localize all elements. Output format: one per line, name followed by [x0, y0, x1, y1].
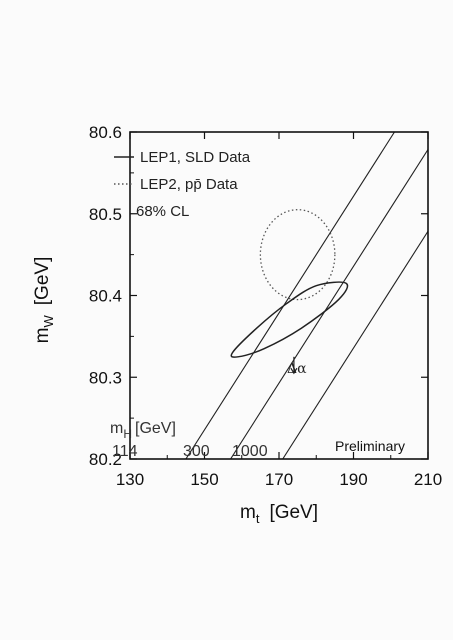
- y-tick-label: 80.2: [89, 450, 122, 469]
- delta-alpha-arrow-head: [290, 367, 298, 375]
- x-axis-label-sub: t: [256, 511, 260, 526]
- higgs-mass-line-114: [185, 132, 395, 459]
- legend-label-lep2: LEP2, pp̄ Data: [140, 176, 238, 193]
- x-axis-label-unit: [GeV]: [269, 502, 318, 523]
- preliminary-label: Preliminary: [335, 438, 405, 454]
- lep2-contour: [259, 209, 336, 301]
- higgs-label-sub: H: [123, 427, 132, 441]
- y-axis-label-main: m: [32, 328, 53, 344]
- y-tick-label: 80.6: [89, 123, 122, 142]
- higgs-mass-label: mH [GeV]: [110, 420, 176, 441]
- x-tick-label: 170: [265, 470, 293, 489]
- x-axis-label: mt [GeV]: [240, 502, 318, 526]
- x-tick-label: 150: [190, 470, 218, 489]
- x-axis-label-main: m: [240, 502, 256, 523]
- y-tick-label: 80.5: [89, 205, 122, 224]
- y-axis-label-unit: [GeV]: [32, 257, 53, 306]
- y-tick-label: 80.3: [89, 368, 122, 387]
- higgs-mass-line-1000: [282, 230, 428, 459]
- higgs-label-unit: [GeV]: [135, 420, 176, 437]
- x-tick-label: 130: [116, 470, 144, 489]
- higgs-band-label-114: 114: [112, 443, 138, 460]
- y-axis-label: mW [GeV]: [32, 257, 56, 344]
- legend: LEP1, SLD Data LEP2, pp̄ Data 68% CL: [114, 149, 251, 220]
- higgs-mass-line-300: [230, 148, 428, 459]
- x-tick-label: 190: [339, 470, 367, 489]
- y-tick-label: 80.4: [89, 287, 122, 306]
- y-axis-label-sub: W: [41, 315, 56, 328]
- legend-label-lep1: LEP1, SLD Data: [140, 149, 251, 166]
- higgs-label-main: m: [110, 420, 123, 437]
- x-tick-label: 210: [414, 470, 442, 489]
- legend-confidence: 68% CL: [136, 203, 189, 220]
- higgs-band-label-300: 300: [183, 443, 210, 460]
- delta-alpha-label: Δα: [287, 361, 307, 377]
- lep1-contour: [230, 281, 349, 358]
- higgs-band-label-1000: 1000: [232, 443, 268, 460]
